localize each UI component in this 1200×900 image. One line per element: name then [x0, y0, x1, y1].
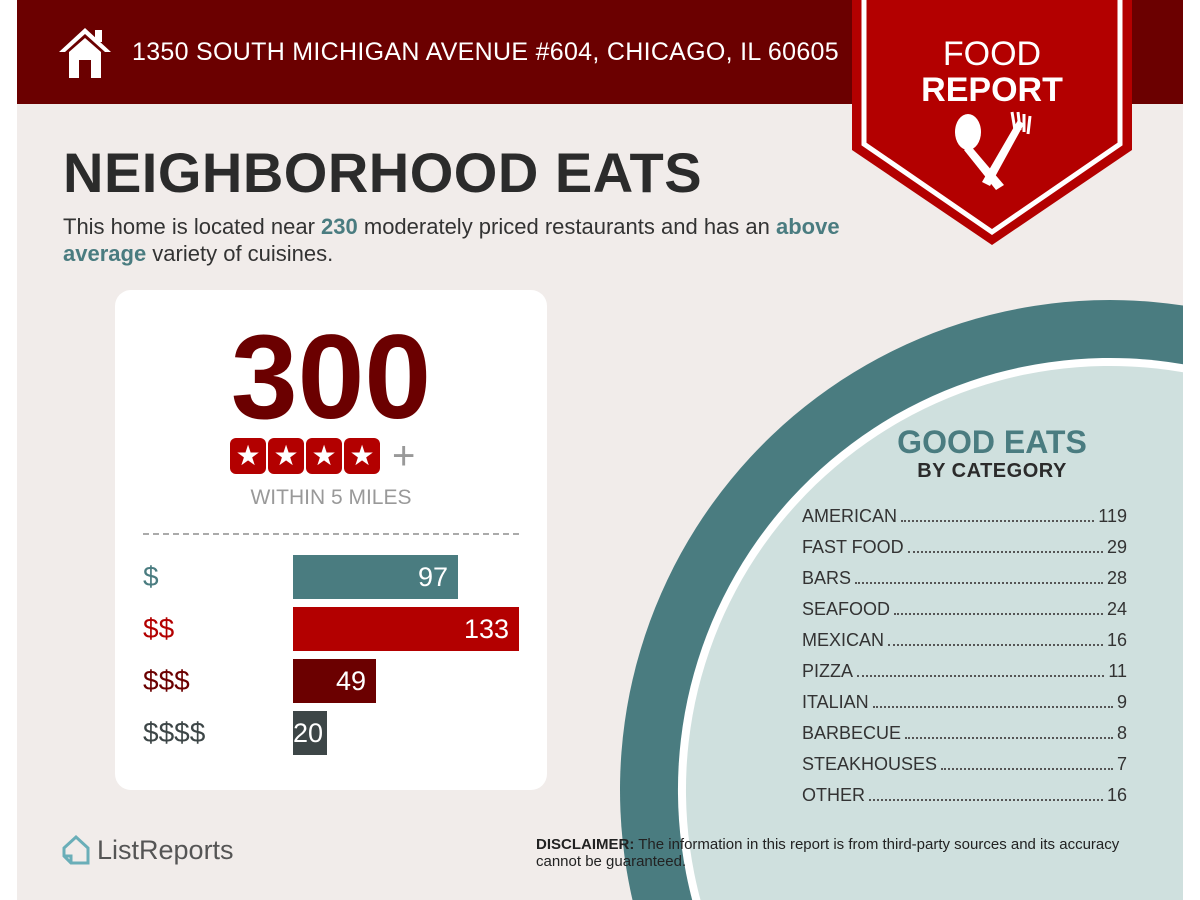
- plus-icon: +: [392, 434, 416, 478]
- dot-leader: [888, 644, 1103, 646]
- category-count: 9: [1116, 692, 1127, 712]
- category-count: 16: [1106, 630, 1127, 650]
- page-title: NEIGHBORHOOD EATS: [63, 141, 703, 204]
- dot-leader: [905, 737, 1113, 739]
- category-item: MEXICAN 16: [802, 630, 1127, 651]
- star-icon: ★: [306, 438, 342, 474]
- disclaimer-label: DISCLAIMER:: [536, 836, 635, 853]
- category-item: BARBECUE 8: [802, 723, 1127, 744]
- category-circle: [620, 300, 1183, 900]
- intro-post: variety of cuisines.: [146, 241, 334, 266]
- category-count: 24: [1106, 599, 1127, 619]
- logo-icon: [62, 834, 90, 865]
- category-count: 119: [1098, 506, 1127, 526]
- intro-pre: This home is located near: [63, 214, 322, 239]
- badge-line-1: FOOD: [942, 35, 1042, 73]
- food-report-badge: [852, 0, 1132, 245]
- star-icon: ★: [344, 438, 380, 474]
- category-item: PIZZA 11: [802, 661, 1127, 682]
- category-name: MEXICAN: [802, 630, 885, 650]
- category-item: FAST FOOD 29: [802, 537, 1127, 558]
- divider: [143, 533, 519, 535]
- dot-leader: [907, 551, 1103, 553]
- dot-leader: [857, 675, 1105, 677]
- category-title: GOOD EATS: [897, 424, 1087, 460]
- category-name: AMERICAN: [802, 506, 898, 526]
- dot-leader: [894, 613, 1103, 615]
- category-name: FAST FOOD: [802, 537, 904, 557]
- dot-leader: [941, 768, 1113, 770]
- price-bar: 133: [293, 607, 519, 651]
- category-name: BARBECUE: [802, 723, 902, 743]
- price-label: $$: [143, 613, 175, 644]
- dot-leader: [872, 706, 1113, 708]
- price-label: $$$: [143, 665, 190, 696]
- category-item: STEAKHOUSES 7: [802, 754, 1127, 775]
- intro-mid: moderately priced restaurants and has an: [357, 214, 776, 239]
- circle-inner: [686, 365, 1183, 900]
- star-icon: ★: [230, 438, 266, 474]
- price-row: $$ 133: [143, 607, 519, 651]
- price-row: $97: [143, 555, 458, 599]
- property-address: 1350 SOUTH MICHIGAN AVENUE #604, CHICAGO…: [132, 38, 839, 66]
- category-item: BARS 28: [802, 568, 1127, 589]
- category-item: AMERICAN 119: [802, 506, 1127, 527]
- badge-text: FOOD REPORT: [852, 36, 1132, 108]
- variety-rating: above average: [63, 214, 840, 266]
- category-count: 7: [1116, 754, 1127, 774]
- price-bar: 49: [293, 659, 376, 703]
- category-name: PIZZA: [802, 661, 854, 681]
- category-item: ITALIAN 9: [802, 692, 1127, 713]
- category-item: OTHER 16: [802, 785, 1127, 806]
- category-subtitle: BY CATEGORY: [917, 460, 1067, 482]
- price-label: $$$$: [143, 717, 206, 748]
- listreports-logo: ListReports: [61, 834, 234, 866]
- star-icon: ★: [268, 438, 304, 474]
- category-name: SEAFOOD: [802, 599, 891, 619]
- star-rating: ★ ★ ★ ★ +: [230, 434, 416, 478]
- disclaimer-text: The information in this report is from t…: [536, 836, 1120, 870]
- restaurant-count: 230: [321, 214, 358, 239]
- disclaimer: DISCLAIMER: The information in this repo…: [536, 836, 1136, 870]
- dot-leader: [869, 799, 1103, 801]
- price-label: $: [143, 561, 159, 592]
- report-page: 1350 SOUTH MICHIGAN AVENUE #604, CHICAGO…: [17, 0, 1183, 900]
- total-count: 300: [230, 310, 432, 444]
- home-icon: [59, 28, 111, 78]
- price-bar: 97: [293, 555, 458, 599]
- category-name: OTHER: [802, 785, 865, 805]
- dot-leader: [901, 520, 1095, 522]
- category-count: 11: [1108, 661, 1127, 681]
- category-item: SEAFOOD 24: [802, 599, 1127, 620]
- dot-leader: [855, 582, 1103, 584]
- header-bar: 1350 SOUTH MICHIGAN AVENUE #604, CHICAGO…: [17, 0, 1183, 104]
- utensils-icon: [955, 111, 1032, 190]
- logo-text: ListReports: [97, 834, 234, 865]
- category-name: BARS: [802, 568, 852, 588]
- price-bar: 20: [293, 711, 327, 755]
- category-name: STEAKHOUSES: [802, 754, 938, 774]
- category-count: 16: [1106, 785, 1127, 805]
- intro-text: This home is located near 230 moderately…: [63, 213, 863, 267]
- within-label: WITHIN 5 MILES: [250, 486, 412, 509]
- category-count: 29: [1106, 537, 1127, 557]
- category-name: ITALIAN: [802, 692, 869, 712]
- price-row: $$$$ 20: [143, 711, 327, 755]
- summary-card: 300 ★ ★ ★ ★ + WITHIN 5 MILES $97 $$ 133 $$$…: [115, 290, 547, 790]
- category-count: 8: [1116, 723, 1127, 743]
- badge-line-2: REPORT: [921, 71, 1063, 109]
- price-row: $$$ 49: [143, 659, 376, 703]
- category-count: 28: [1106, 568, 1127, 588]
